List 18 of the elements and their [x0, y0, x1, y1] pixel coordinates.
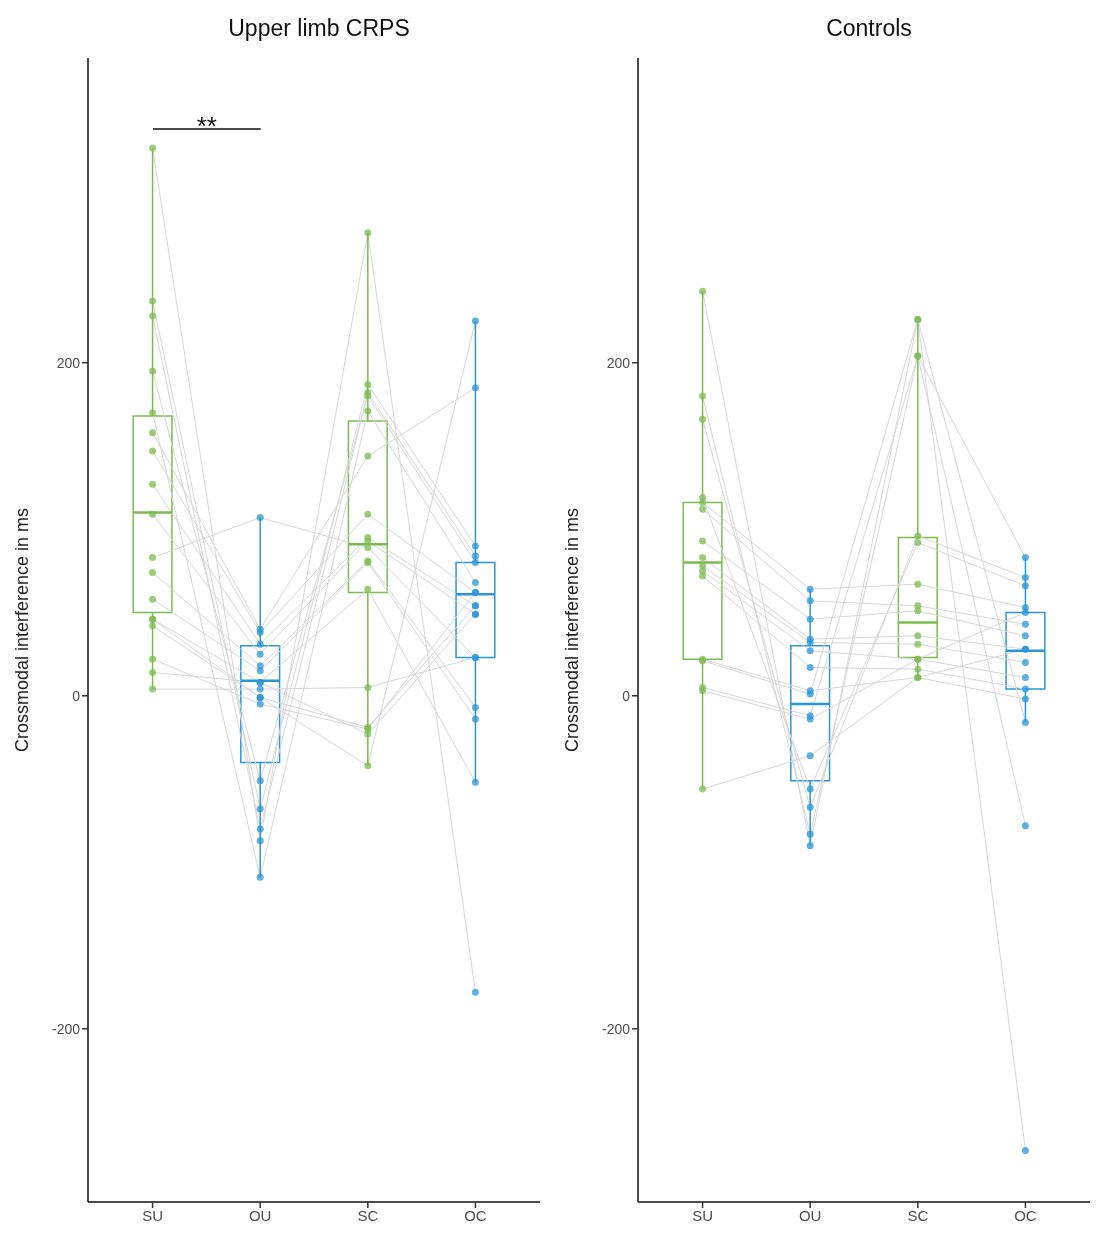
chart-title: Controls — [825, 14, 913, 43]
x-tick-label: OU — [248, 1206, 272, 1224]
y-tick-label: 200 — [606, 354, 631, 371]
y-tick-label: 0 — [72, 687, 81, 704]
x-tick-label: OC — [464, 1206, 487, 1224]
x-tick-label: SC — [357, 1206, 379, 1224]
y-tick-label: -200 — [51, 1020, 81, 1037]
x-tick-label: SC — [907, 1206, 929, 1224]
x-tick-label: OC — [1014, 1206, 1037, 1224]
y-axis-title: Crossmodal interference in ms — [562, 507, 583, 753]
x-tick-label: SU — [692, 1206, 713, 1224]
y-axis-title: Crossmodal interference in ms — [12, 507, 33, 753]
y-tick-label: -200 — [601, 1020, 631, 1037]
chart-title: Upper limb CRPS — [227, 14, 411, 43]
x-tick-label: SU — [142, 1206, 163, 1224]
x-tick-label: OU — [798, 1206, 822, 1224]
y-tick-label: 200 — [56, 354, 81, 371]
y-tick-label: 0 — [622, 687, 631, 704]
